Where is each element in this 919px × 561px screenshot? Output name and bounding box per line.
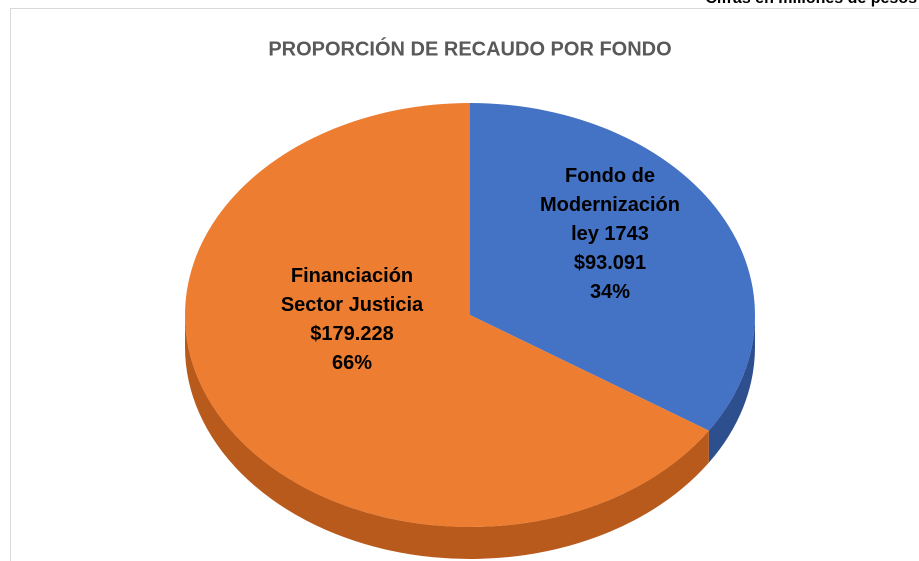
chart-frame: [10, 8, 919, 561]
slice-value: $179.228: [310, 323, 394, 345]
pie-slice: [470, 103, 756, 431]
slice-name: Fondo de Modernización ley 1743: [539, 165, 680, 245]
pie-slice: [185, 103, 709, 527]
chart-title: PROPORCIÓN DE RECAUDO POR FONDO: [268, 36, 671, 60]
slice-percent: 34%: [589, 281, 631, 303]
slice-label: Fondo de Modernización ley 1743 $93.091 …: [528, 162, 693, 307]
slice-label: Financiación Sector Justicia $179.228 66…: [265, 262, 440, 378]
pie: [185, 103, 756, 559]
slice-side: [708, 315, 755, 463]
slice-percent: 66%: [331, 352, 373, 374]
slice-name: Financiación Sector Justicia: [280, 265, 424, 316]
slice-side: [185, 315, 709, 559]
slice-value: $93.091: [573, 252, 647, 274]
units-note: Cifras en millones de pesos: [705, 0, 917, 8]
